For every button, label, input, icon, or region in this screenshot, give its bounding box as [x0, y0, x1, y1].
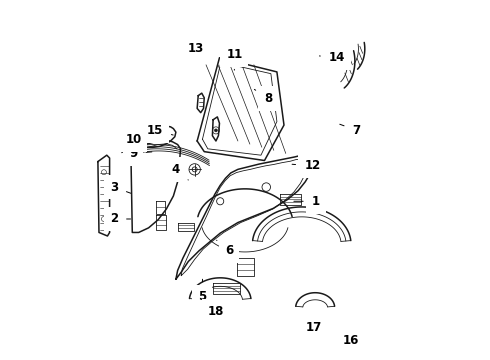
Text: 1: 1: [294, 195, 320, 208]
Text: 9: 9: [129, 147, 152, 160]
Text: 13: 13: [187, 42, 204, 58]
Text: 10: 10: [125, 133, 155, 146]
Text: 12: 12: [292, 159, 320, 172]
Bar: [154, 130, 161, 134]
Text: 6: 6: [217, 240, 233, 257]
Text: 2: 2: [110, 212, 130, 225]
Text: 16: 16: [342, 334, 360, 347]
Text: 3: 3: [110, 181, 131, 194]
Text: 18: 18: [208, 304, 227, 318]
Text: 4: 4: [172, 163, 188, 180]
Text: 5: 5: [198, 279, 207, 303]
Text: 11: 11: [226, 48, 243, 70]
Text: 17: 17: [306, 319, 322, 334]
Text: 14: 14: [319, 51, 345, 64]
Bar: [145, 132, 151, 136]
Circle shape: [215, 129, 218, 132]
Text: 8: 8: [254, 89, 272, 105]
Text: 15: 15: [147, 124, 173, 137]
Text: 7: 7: [340, 124, 361, 137]
